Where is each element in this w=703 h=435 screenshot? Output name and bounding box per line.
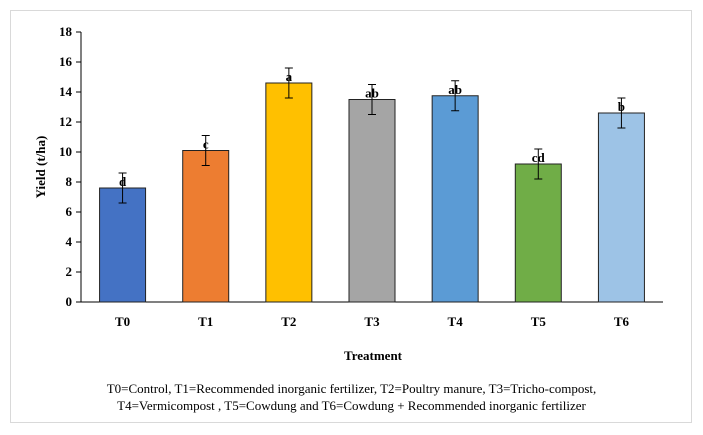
y-tick-label: 10 [59,144,72,159]
y-tick-label: 6 [66,204,73,219]
significance-letter: ab [448,82,462,97]
y-tick-label: 16 [59,54,73,69]
chart-axes: 0 2 4 6 8 10 12 14 16 18 [59,24,663,309]
y-tick-label: 18 [59,24,73,39]
bar-t6 [597,112,645,303]
bar-t2 [265,82,313,303]
x-tick-label: T2 [281,314,296,329]
bar-t5 [514,163,562,303]
caption-line-2: T4=Vermicompost , T5=Cowdung and T6=Cowd… [117,398,586,413]
caption-line-1: T0=Control, T1=Recommended inorganic fer… [106,381,597,396]
y-tick-label: 4 [66,234,73,249]
bar-t0 [99,187,147,303]
y-tick-label: 14 [59,84,73,99]
significance-letter: a [286,69,293,84]
chart-bars [99,67,645,303]
x-tick-label: T4 [448,314,464,329]
bar-chart: 0 2 4 6 8 10 12 14 16 18 d T0 c T1 a T2 ab T3 ab T4 cd T5 b T6… [33,24,663,363]
bar-t4 [431,95,479,303]
y-tick-label: 8 [66,174,73,189]
x-tick-label: T6 [614,314,630,329]
x-tick-label: T0 [115,314,130,329]
x-axis-label: Treatment [344,348,403,363]
x-tick-label: T1 [198,314,213,329]
bar-t3 [348,99,396,303]
x-tick-label: T3 [364,314,380,329]
bar-t1 [182,150,230,303]
x-tick-label: T5 [531,314,547,329]
significance-letter: d [119,174,127,189]
chart-labels: d T0 c T1 a T2 ab T3 ab T4 cd T5 b T6 [115,69,630,329]
significance-letter: ab [365,86,379,101]
y-tick-label: 0 [66,294,73,309]
significance-letter: b [618,99,625,114]
y-axis-label: Yield (t/ha) [33,136,48,199]
y-tick-label: 2 [66,264,73,279]
significance-letter: cd [532,150,546,165]
significance-letter: c [203,137,209,152]
y-tick-label: 12 [59,114,72,129]
